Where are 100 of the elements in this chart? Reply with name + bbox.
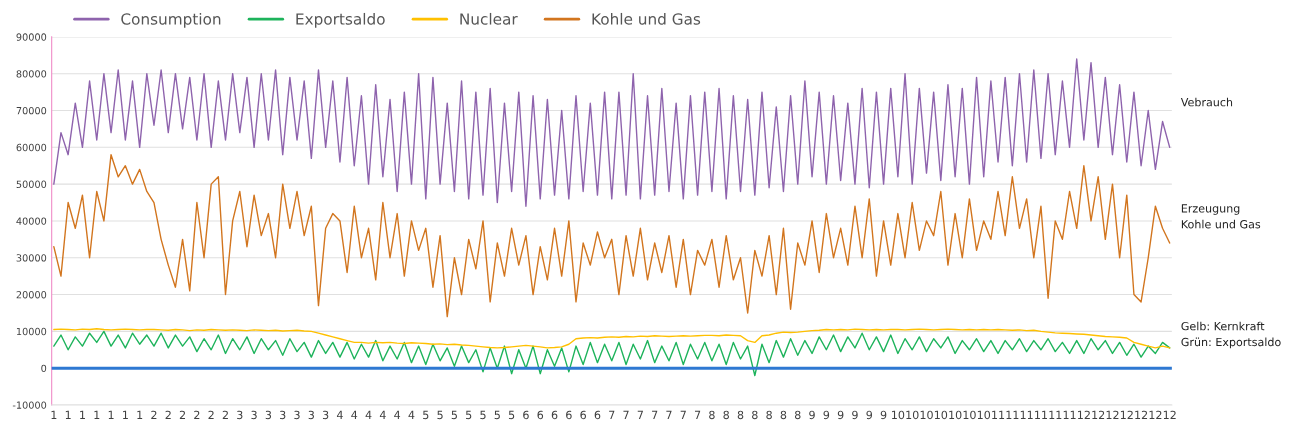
x-tick-label: 12 [1120,410,1133,419]
line-series [53,328,1171,349]
x-tick-label: 7 [680,410,686,419]
x-tick-label: 9 [880,410,887,420]
x-tick-label: 5 [508,410,515,420]
x-tick-label: 7 [609,410,615,419]
x-tick-label: 4 [394,410,401,419]
y-tick-label: 50000 [16,180,47,188]
x-tick-label: 12 [1078,410,1090,419]
y-tick-label: 70000 [16,106,47,115]
x-tick-label: 8 [766,410,772,420]
x-tick-label: 2 [165,410,171,419]
x-tick-label: 3 [294,410,300,420]
y-tick-label: 10000 [16,327,47,336]
x-tick-label: 3 [251,410,257,420]
x-tick-label: 1 [94,410,100,419]
line-series [53,58,1171,207]
x-tick-label: 12 [1135,410,1148,419]
x-tick-label: 8 [794,410,801,420]
x-tick-label: 7 [637,410,643,419]
x-tick-label: 2 [179,410,185,419]
x-tick-label: 1 [65,410,71,419]
x-tick-label: 10 [949,410,962,420]
x-tick-label: 9 [809,410,815,420]
x-tick-label: 12 [1149,410,1162,419]
x-tick-label: 9 [823,410,830,420]
y-tick-label: 20000 [16,291,47,299]
x-tick-label: 12 [1163,410,1176,419]
y-tick-label: 90000 [16,33,47,41]
x-tick-label: 5 [466,410,472,420]
x-tick-label: 7 [666,410,672,419]
x-tick-label: 4 [351,410,358,419]
x-tick-label: 2 [151,410,157,419]
x-tick-label: 5 [451,410,457,420]
x-tick-label: 5 [480,410,486,420]
x-tick-label: 8 [737,410,744,420]
legend-label: Nuclear [460,12,518,25]
x-tick-label: 6 [580,410,586,420]
y-tick-label: 60000 [16,143,47,152]
x-tick-label: 3 [280,410,286,420]
x-tick-label: 1 [123,410,128,419]
x-tick-label: 6 [594,410,601,420]
x-tick-label: 3 [322,410,329,420]
x-tick-label: 11 [1049,410,1062,419]
x-tick-label: 7 [694,410,701,419]
x-tick-label: 10 [977,410,991,420]
x-tick-label: 2 [208,410,214,419]
line-series [53,330,1171,377]
x-tick-label: 9 [852,410,858,420]
x-tick-label: 1 [51,410,57,419]
x-tick-label: 11 [992,410,1005,419]
x-tick-label: 11 [1006,410,1019,419]
x-tick-label: 8 [723,410,729,420]
x-tick-label: 6 [551,410,558,420]
x-tick-label: 5 [494,410,500,420]
x-tick-label: 7 [623,410,629,419]
y-tick-label: 80000 [16,70,47,78]
x-tick-label: 3 [308,410,314,420]
x-tick-label: 3 [265,410,272,420]
x-tick-label: 8 [752,410,758,420]
x-tick-label: 5 [423,410,429,420]
x-tick-label: 8 [780,410,787,420]
text: Erzeugung Kohle und Gas [1181,204,1261,229]
y-tick-label: 0 [41,364,47,372]
x-tick-label: 10 [934,410,948,420]
legend-label: Exportsaldo [296,12,385,28]
x-tick-label: 4 [336,410,343,419]
text: Vebrauch [1180,97,1233,107]
text: Gelb: Kernkraft Grün: Exportsaldo [1181,321,1281,349]
y-tick-label: 40000 [16,217,47,225]
x-tick-label: 12 [1106,410,1119,419]
x-tick-label: 1 [137,410,143,419]
x-tick-label: 10 [963,410,976,420]
x-tick-label: 6 [523,410,529,420]
x-tick-label: 10 [906,410,919,420]
x-tick-label: 8 [709,410,715,420]
x-tick-label: 11 [1020,410,1033,419]
x-tick-label: 11 [1035,410,1047,419]
x-tick-label: 10 [920,410,933,420]
y-tick-label: -10000 [12,401,47,409]
x-tick-label: 11 [1063,410,1076,419]
x-tick-label: 7 [652,410,658,419]
x-tick-label: 9 [866,410,873,420]
x-tick-label: 5 [437,410,443,420]
x-tick-label: 10 [892,410,905,420]
x-tick-label: 1 [108,410,114,419]
x-tick-label: 3 [237,410,243,420]
x-tick-label: 12 [1092,410,1105,419]
x-tick-label: 4 [408,410,415,419]
x-tick-label: 2 [194,410,200,419]
legend-label: Consumption [121,12,221,28]
x-tick-label: 4 [379,410,386,419]
y-tick-label: 30000 [16,254,47,262]
x-tick-label: 4 [365,410,372,419]
x-tick-label: 2 [222,410,228,419]
x-tick-label: 6 [566,410,572,420]
x-tick-label: 1 [80,410,85,419]
line-series [53,153,1171,318]
x-tick-label: 9 [837,410,844,420]
x-tick-label: 6 [537,410,544,420]
